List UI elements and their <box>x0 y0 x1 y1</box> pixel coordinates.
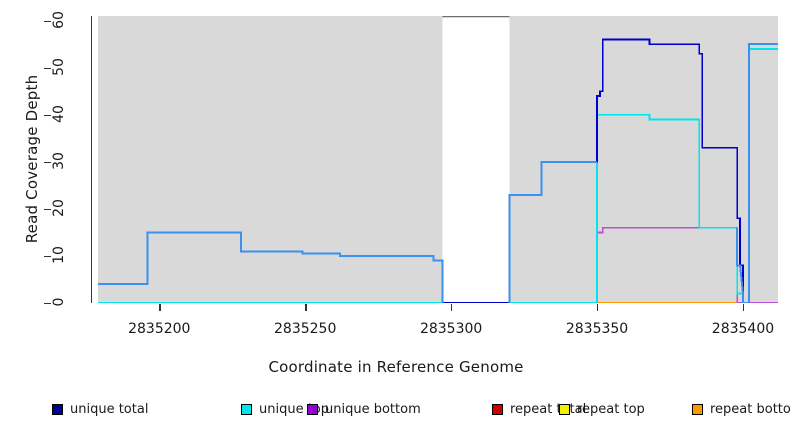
bright-right-coverage <box>736 43 778 303</box>
y-tick-mark <box>44 67 51 70</box>
y-tick-label: 30 <box>51 151 67 170</box>
legend-swatch-icon <box>52 403 63 415</box>
y-tick-label: 60 <box>51 10 67 29</box>
panel-background-left <box>98 16 443 303</box>
legend-swatch-icon <box>692 403 703 415</box>
y-tick-mark <box>44 303 51 305</box>
y-axis-title: Read Coverage Depth <box>23 74 41 244</box>
legend-swatch-icon <box>241 403 252 415</box>
plot-panel <box>98 16 778 303</box>
bright-left-coverage <box>98 231 444 303</box>
y-tick-label: 10 <box>51 246 67 264</box>
x-tick-label: 2835350 <box>565 321 629 337</box>
legend-item-repeat-top[interactable]: repeat top <box>559 402 645 417</box>
x-tick-mark <box>159 304 161 311</box>
bright-mid-coverage <box>508 160 598 303</box>
y-tick-mark <box>44 114 51 117</box>
legend-item-unique-bottom[interactable]: unique bottom <box>307 402 421 417</box>
legend-item-repeat-bottom[interactable]: repeat bottom <box>692 402 792 417</box>
panel-background-right <box>509 16 778 303</box>
y-tick-mark <box>44 20 51 22</box>
x-tick-label: 2835400 <box>711 321 775 337</box>
x-tick-label: 2835300 <box>419 321 483 337</box>
y-tick-label: 20 <box>51 198 67 217</box>
legend-label: repeat bottom <box>710 401 792 417</box>
chart-legend: unique total unique top unique bottom repea… <box>0 398 792 420</box>
x-tick-mark <box>451 304 453 311</box>
legend-label: repeat top <box>577 401 645 417</box>
legend-item-unique-total[interactable]: unique total <box>52 402 148 417</box>
x-tick-mark <box>305 304 307 311</box>
x-tick-label: 2835250 <box>274 321 337 337</box>
y-tick-label: 50 <box>51 57 67 76</box>
legend-swatch-icon <box>559 403 570 415</box>
y-axis-tick-labels: 0 10 20 30 40 50 60 <box>44 0 74 307</box>
x-tick-label: 2835200 <box>128 321 191 337</box>
x-tick-mark <box>597 304 599 311</box>
y-tick-label: 40 <box>51 104 67 123</box>
y-tick-mark <box>44 161 51 164</box>
plot-svg <box>98 16 778 303</box>
legend-swatch-icon <box>492 403 503 415</box>
legend-label: unique total <box>70 401 149 417</box>
legend-swatch-icon <box>307 403 318 415</box>
y-tick-mark <box>44 255 51 258</box>
legend-label: unique bottom <box>325 401 421 417</box>
series-line-unique-top <box>98 48 778 303</box>
y-axis-spine <box>91 16 93 303</box>
x-tick-mark <box>742 304 745 311</box>
x-axis-title: Coordinate in Reference Genome <box>268 358 524 376</box>
y-tick-mark <box>44 208 51 211</box>
x-axis-tick-labels: 2835200 2835250 2835300 2835350 2835400 <box>0 312 792 342</box>
